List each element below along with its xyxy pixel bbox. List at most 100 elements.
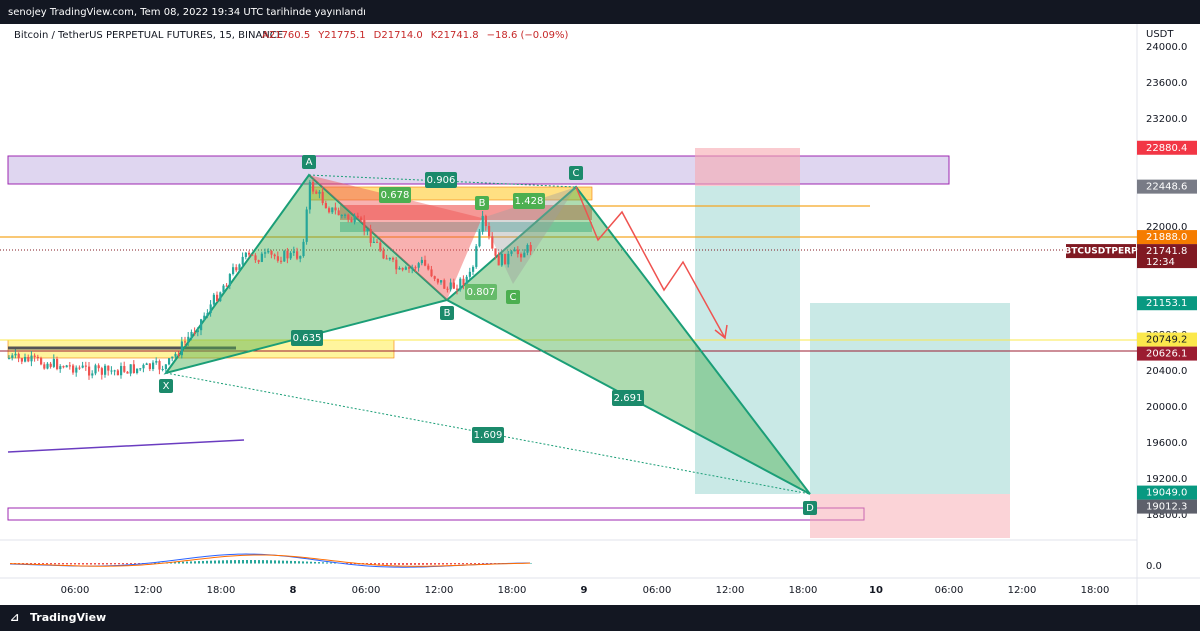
candle xyxy=(251,254,254,256)
price-tag-label: 19049.0 xyxy=(1146,488,1187,499)
candle xyxy=(340,214,343,216)
pattern-point: A xyxy=(306,157,313,168)
candle xyxy=(353,215,356,223)
candle xyxy=(148,363,151,370)
candle xyxy=(24,356,27,362)
histogram-bar xyxy=(422,563,424,565)
histogram-bar xyxy=(414,563,416,565)
histogram-bar xyxy=(470,563,472,565)
ratio-box xyxy=(291,330,323,346)
histogram-bar xyxy=(446,563,448,565)
candle xyxy=(513,249,516,252)
candle xyxy=(116,370,119,376)
footer-bar xyxy=(0,605,1200,631)
histogram-bar xyxy=(242,560,244,564)
histogram-bar xyxy=(198,561,200,564)
candle xyxy=(155,361,158,363)
price-tag xyxy=(1137,332,1197,347)
ratio-label: 0.906 xyxy=(427,175,456,186)
price-tag xyxy=(1137,179,1197,194)
histogram-bar xyxy=(190,561,192,564)
candle xyxy=(65,365,68,368)
histogram-bar xyxy=(114,563,116,565)
price-tag xyxy=(1137,485,1197,500)
time-label: 18:00 xyxy=(207,585,236,596)
projection-arrow xyxy=(575,186,726,339)
histogram-bar xyxy=(126,563,128,565)
histogram-bar xyxy=(30,563,32,565)
candle xyxy=(11,355,14,358)
histogram-bar xyxy=(58,563,60,565)
footer-brand: TradingView xyxy=(30,611,106,624)
time-label: 8 xyxy=(290,585,297,596)
candle xyxy=(27,356,30,362)
candle xyxy=(347,214,350,220)
candle xyxy=(126,371,129,374)
histogram-bar xyxy=(306,561,308,564)
candle xyxy=(132,364,135,373)
histogram-bar xyxy=(278,560,280,564)
histogram-bar xyxy=(138,563,140,564)
ratio-box xyxy=(612,390,644,406)
candle xyxy=(510,251,513,254)
candle xyxy=(424,259,427,266)
candle xyxy=(488,226,491,237)
histogram-bar xyxy=(302,561,304,564)
histogram-bar xyxy=(194,561,196,564)
ohlc-value: Y21775.1 xyxy=(317,30,365,41)
histogram-bar xyxy=(214,560,216,564)
ohlc-value: A21760.5 xyxy=(262,30,310,41)
candle xyxy=(20,358,23,362)
candle xyxy=(168,358,171,365)
histogram-bar xyxy=(322,562,324,564)
histogram-bar xyxy=(82,563,84,565)
histogram-bar xyxy=(210,560,212,564)
risk-zone xyxy=(810,494,1010,538)
candle xyxy=(529,244,532,252)
candle xyxy=(17,353,20,359)
candle xyxy=(427,265,430,270)
candle xyxy=(411,267,414,269)
candle xyxy=(190,331,193,337)
histogram-bar xyxy=(74,563,76,565)
price-tag-label: 20626.1 xyxy=(1146,349,1187,360)
candle xyxy=(382,250,385,259)
pattern-label-box xyxy=(803,501,817,515)
histogram-bar xyxy=(186,561,188,564)
candle xyxy=(171,356,174,359)
price-tag xyxy=(1137,296,1197,311)
candle xyxy=(315,191,318,194)
histogram-bar xyxy=(262,560,264,564)
candle xyxy=(36,356,39,359)
histogram-bar xyxy=(370,563,372,565)
candle xyxy=(321,191,324,204)
time-label: 18:00 xyxy=(789,585,818,596)
candle xyxy=(46,363,49,369)
symbol-name: Bitcoin / TetherUS PERPETUAL FUTURES, 15… xyxy=(14,30,283,41)
histogram-bar xyxy=(434,563,436,565)
candle xyxy=(526,244,529,253)
price-tag-label: 21741.8 xyxy=(1146,246,1187,257)
candle xyxy=(430,269,433,277)
candle xyxy=(33,355,36,357)
indicator-line xyxy=(9,554,531,567)
candle xyxy=(142,364,145,369)
candle xyxy=(356,215,359,218)
price-tag-label: 19012.3 xyxy=(1146,502,1187,513)
candle xyxy=(436,278,439,283)
histogram-bar xyxy=(38,563,40,565)
ratio-label: 2.691 xyxy=(614,393,643,404)
time-label: 18:00 xyxy=(1081,585,1110,596)
histogram-bar xyxy=(118,563,120,565)
price-tick-label: 22000.0 xyxy=(1146,222,1187,233)
histogram-bar xyxy=(226,560,228,564)
candle xyxy=(500,253,503,266)
histogram-bar xyxy=(474,563,476,565)
histogram-bar xyxy=(394,563,396,565)
candle xyxy=(276,256,279,261)
histogram-bar xyxy=(298,561,300,564)
candle xyxy=(302,241,305,257)
histogram-bar xyxy=(418,563,420,565)
ratio-label: 0.635 xyxy=(293,333,322,344)
candle xyxy=(520,254,523,258)
